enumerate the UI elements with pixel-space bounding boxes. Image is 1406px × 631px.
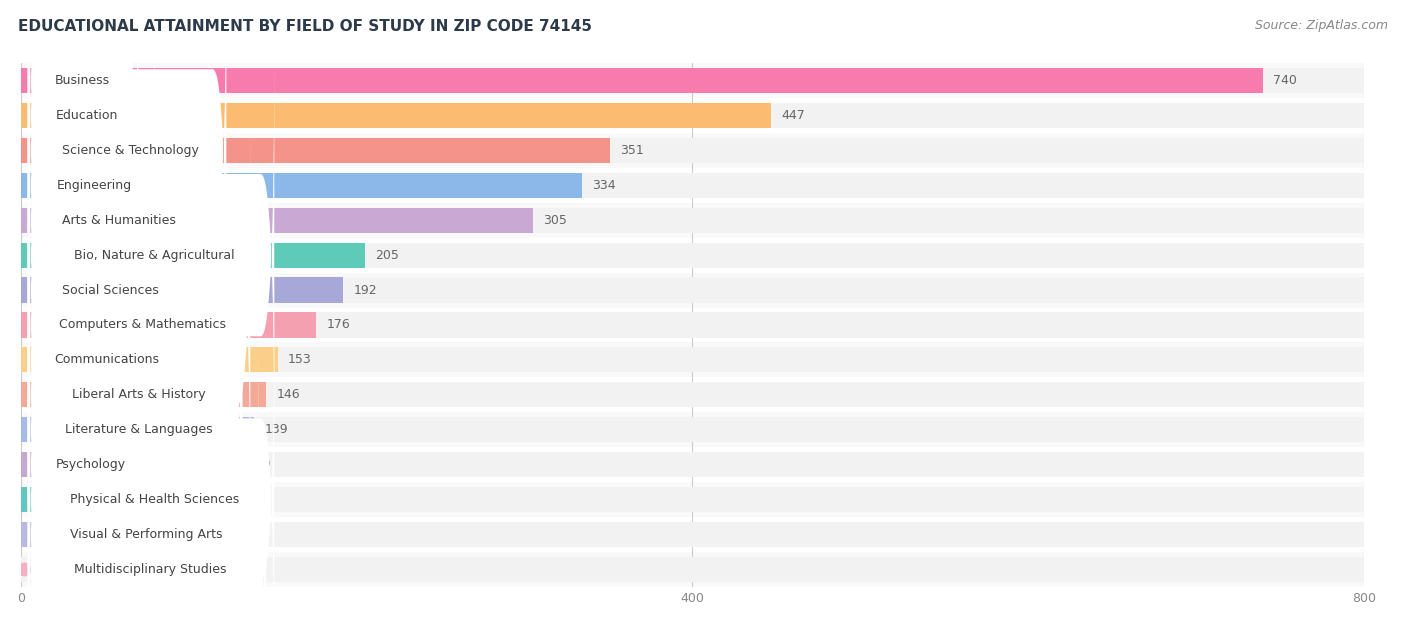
Bar: [21, 447, 1364, 482]
Bar: [21, 552, 1364, 587]
Bar: [21, 138, 610, 163]
Text: Psychology: Psychology: [55, 458, 125, 471]
Text: 116: 116: [226, 493, 249, 506]
Bar: [21, 242, 366, 268]
Text: 129: 129: [247, 458, 271, 471]
FancyBboxPatch shape: [28, 57, 274, 453]
Bar: [21, 138, 1364, 163]
Bar: [21, 278, 343, 303]
Text: Multidisciplinary Studies: Multidisciplinary Studies: [75, 563, 226, 576]
Text: Computers & Mathematics: Computers & Mathematics: [59, 319, 226, 331]
Text: 139: 139: [264, 423, 288, 436]
Bar: [21, 312, 1364, 338]
Text: 153: 153: [288, 353, 312, 367]
Bar: [21, 68, 1263, 93]
Bar: [21, 208, 1364, 233]
Text: Engineering: Engineering: [56, 179, 132, 192]
Text: 205: 205: [375, 249, 399, 262]
Bar: [21, 522, 1364, 547]
FancyBboxPatch shape: [28, 371, 266, 631]
Bar: [21, 103, 1364, 128]
Bar: [21, 103, 772, 128]
Bar: [21, 417, 1364, 442]
Text: 176: 176: [326, 319, 350, 331]
Text: 192: 192: [353, 283, 377, 297]
Bar: [21, 382, 1364, 408]
Bar: [21, 452, 1364, 477]
Bar: [21, 63, 1364, 98]
Text: Visual & Performing Arts: Visual & Performing Arts: [70, 528, 222, 541]
Text: Arts & Humanities: Arts & Humanities: [62, 214, 176, 227]
Text: 740: 740: [1274, 74, 1298, 87]
Bar: [21, 208, 533, 233]
Text: 305: 305: [543, 214, 567, 227]
Bar: [21, 487, 1364, 512]
Bar: [21, 522, 209, 547]
Text: Liberal Arts & History: Liberal Arts & History: [72, 388, 205, 401]
FancyBboxPatch shape: [28, 0, 155, 384]
FancyBboxPatch shape: [28, 22, 202, 418]
Bar: [21, 487, 215, 512]
Text: Business: Business: [55, 74, 110, 87]
FancyBboxPatch shape: [28, 0, 131, 279]
Bar: [21, 412, 1364, 447]
Bar: [21, 278, 1364, 303]
Text: Bio, Nature & Agricultural: Bio, Nature & Agricultural: [75, 249, 235, 262]
Text: 146: 146: [276, 388, 299, 401]
Text: 112: 112: [219, 528, 243, 541]
FancyBboxPatch shape: [28, 0, 226, 348]
Bar: [21, 173, 1364, 198]
Bar: [21, 417, 254, 442]
Bar: [21, 347, 1364, 372]
Bar: [21, 557, 1364, 582]
Text: EDUCATIONAL ATTAINMENT BY FIELD OF STUDY IN ZIP CODE 74145: EDUCATIONAL ATTAINMENT BY FIELD OF STUDY…: [18, 19, 592, 34]
Bar: [21, 203, 1364, 238]
Bar: [21, 452, 238, 477]
Text: 447: 447: [782, 109, 806, 122]
Bar: [21, 242, 1364, 268]
Bar: [21, 377, 1364, 412]
Text: Physical & Health Sciences: Physical & Health Sciences: [70, 493, 239, 506]
FancyBboxPatch shape: [28, 92, 187, 488]
Bar: [21, 238, 1364, 273]
Bar: [21, 347, 278, 372]
FancyBboxPatch shape: [28, 162, 179, 558]
Bar: [21, 517, 1364, 552]
FancyBboxPatch shape: [28, 266, 146, 631]
Text: Science & Technology: Science & Technology: [62, 144, 198, 157]
Bar: [21, 133, 1364, 168]
FancyBboxPatch shape: [28, 0, 138, 314]
Text: Source: ZipAtlas.com: Source: ZipAtlas.com: [1254, 19, 1388, 32]
FancyBboxPatch shape: [28, 232, 242, 628]
Bar: [21, 173, 582, 198]
Bar: [21, 273, 1364, 307]
FancyBboxPatch shape: [28, 302, 274, 631]
FancyBboxPatch shape: [28, 197, 242, 593]
Bar: [21, 307, 1364, 343]
Bar: [21, 168, 1364, 203]
Text: Education: Education: [55, 109, 118, 122]
Bar: [21, 98, 1364, 133]
Text: Social Sciences: Social Sciences: [62, 283, 159, 297]
Text: Communications: Communications: [53, 353, 159, 367]
Text: Literature & Languages: Literature & Languages: [65, 423, 212, 436]
Text: 0: 0: [31, 563, 39, 576]
Text: 351: 351: [620, 144, 644, 157]
Text: 334: 334: [592, 179, 616, 192]
Bar: [21, 343, 1364, 377]
Bar: [21, 68, 1364, 93]
Bar: [21, 482, 1364, 517]
FancyBboxPatch shape: [28, 127, 250, 523]
FancyBboxPatch shape: [28, 336, 259, 631]
Bar: [21, 382, 266, 408]
Bar: [21, 312, 316, 338]
